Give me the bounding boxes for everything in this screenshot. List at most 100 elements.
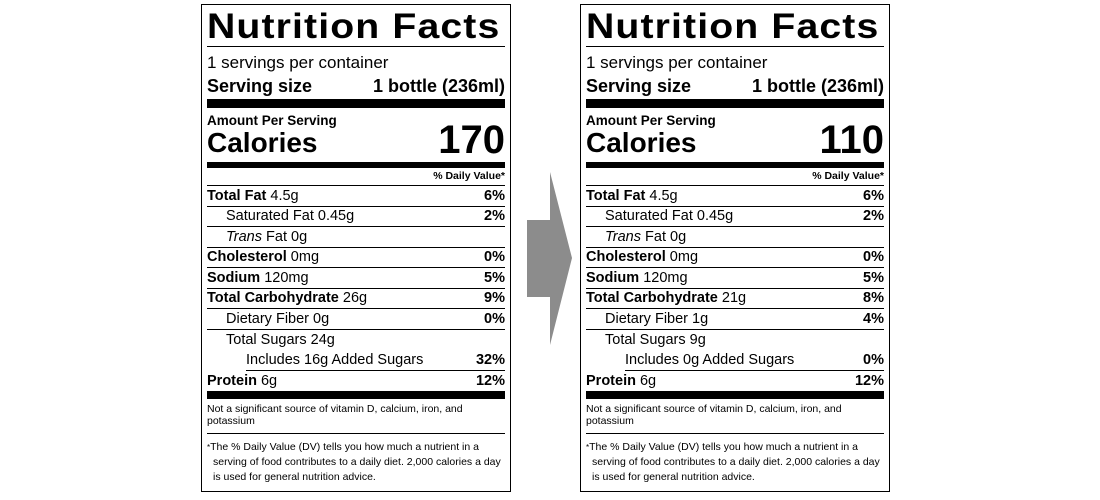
nutrient-name-italic: Trans [226, 228, 262, 245]
nutrient-dv: 0% [484, 310, 505, 327]
nutrient-name: Protein [207, 372, 257, 389]
nutrient-name: Protein [586, 372, 636, 389]
nutrient-name: Sodium [586, 269, 640, 286]
nutrient-row-dietary-fiber: Dietary Fiber 0g 0% [207, 309, 505, 330]
nutrient-amount: 0g [313, 310, 330, 327]
calories-label: Calories [207, 127, 318, 158]
right-arrow-icon [527, 172, 572, 345]
nutrient-amount: 0mg [669, 249, 699, 266]
serving-size-value: 1 bottle (236ml) [751, 76, 884, 96]
nutrient-name: Total Carbohydrate [586, 290, 718, 307]
nutrient-row-sodium: Sodium 120mg 5% [586, 268, 884, 289]
footnote-star: * [586, 443, 590, 452]
nutrient-amount: 6g [260, 372, 278, 389]
nutrient-row-total-sugars: Total Sugars 9g [586, 330, 884, 351]
nutrient-dv: 6% [863, 187, 884, 204]
calories-row: Calories 170 [207, 120, 505, 160]
nutrient-amount: 120mg [643, 269, 688, 286]
nutrient-name: Total Carbohydrate [207, 290, 339, 307]
nutrient-row-protein: Protein 6g 12% [586, 371, 884, 392]
daily-value-header: % Daily Value* [586, 168, 884, 186]
footnote-text: The % Daily Value (DV) tells you how muc… [210, 441, 501, 483]
calories-value: 110 [819, 118, 884, 162]
label-title: Nutrition Facts [207, 7, 501, 46]
nutrient-name: Total Fat [207, 187, 267, 204]
nutrient-amount: 0g [670, 228, 687, 245]
divider-medium [586, 162, 884, 168]
nutrient-dv: 2% [863, 208, 884, 225]
nutrient-row-cholesterol: Cholesterol 0mg 0% [586, 248, 884, 268]
nutrient-amount: 0g [291, 228, 308, 245]
nutrient-row-total-fat: Total Fat 4.5g 6% [207, 186, 505, 207]
nutrient-name: Includes 0g Added Sugars [625, 351, 795, 368]
calories-value: 170 [438, 118, 505, 162]
nutrient-name-italic: Trans [605, 228, 641, 245]
nutrient-row-added-sugars: Includes 0g Added Sugars 0% [625, 350, 884, 371]
servings-per-container: 1 servings per container [586, 53, 768, 72]
nutrient-row-cholesterol: Cholesterol 0mg 0% [207, 248, 505, 268]
daily-value-footnote: *The % Daily Value (DV) tells you how mu… [207, 440, 505, 485]
nutrient-row-saturated-fat: Saturated Fat 0.45g 2% [207, 207, 505, 227]
nutrient-dv: 0% [863, 249, 884, 266]
calories-label: Calories [586, 127, 697, 158]
nutrient-dv: 32% [475, 351, 505, 368]
amount-per-serving: Amount Per Serving [586, 113, 716, 128]
nutrient-name: Total Fat [586, 187, 646, 204]
nutrient-amount: 120mg [264, 269, 309, 286]
amount-per-serving: Amount Per Serving [207, 113, 337, 128]
nutrient-name: Sodium [207, 269, 261, 286]
nutrient-amount: 0mg [290, 249, 320, 266]
nutrient-row-total-sugars: Total Sugars 24g [207, 330, 505, 351]
nutrient-row-dietary-fiber: Dietary Fiber 1g 4% [586, 309, 884, 330]
nutrient-row-total-carbohydrate: Total Carbohydrate 21g 8% [586, 289, 884, 309]
nutrient-amount: 4.5g [270, 187, 299, 204]
nutrient-dv: 6% [484, 187, 505, 204]
nutrient-row-total-carbohydrate: Total Carbohydrate 26g 9% [207, 289, 505, 309]
nutrient-dv: 8% [863, 290, 884, 307]
nutrient-amount: 1g [692, 310, 709, 327]
divider-thick [586, 391, 884, 399]
nutrient-dv: 4% [863, 310, 884, 327]
label-title: Nutrition Facts [586, 7, 880, 46]
daily-value-header: % Daily Value* [207, 168, 505, 186]
nutrient-amount: 0.45g [317, 208, 355, 225]
nutrient-amount: 24g [310, 331, 335, 348]
footnote-star: * [207, 443, 211, 452]
nutrient-row-trans-fat: Trans Fat 0g [586, 227, 884, 248]
nutrient-dv: 9% [484, 290, 505, 307]
nutrient-dv: 5% [484, 269, 505, 286]
nutrient-amount: 21g [721, 290, 747, 307]
divider-medium [207, 162, 505, 168]
serving-size-label: Serving size [586, 76, 692, 96]
vitamin-note: Not a significant source of vitamin D, c… [586, 403, 884, 434]
divider-thick [207, 99, 505, 108]
nutrition-label-before: Nutrition Facts 1 servings per container… [201, 4, 511, 492]
nutrient-dv: 12% [475, 372, 505, 389]
nutrient-dv: 0% [484, 249, 505, 266]
footnote-text: The % Daily Value (DV) tells you how muc… [589, 441, 880, 483]
nutrient-amount: 9g [689, 331, 706, 348]
serving-size-label: Serving size [207, 76, 313, 96]
nutrient-name: Fat [266, 228, 287, 245]
nutrient-name: Saturated Fat [226, 208, 314, 225]
divider [207, 46, 505, 47]
nutrient-row-sodium: Sodium 120mg 5% [207, 268, 505, 289]
nutrient-row-trans-fat: Trans Fat 0g [207, 227, 505, 248]
divider-thick [586, 99, 884, 108]
nutrient-amount: 26g [342, 290, 368, 307]
serving-size-value: 1 bottle (236ml) [372, 76, 505, 96]
nutrient-name: Includes 16g Added Sugars [246, 351, 424, 368]
nutrient-row-total-fat: Total Fat 4.5g 6% [586, 186, 884, 207]
daily-value-footnote: *The % Daily Value (DV) tells you how mu… [586, 440, 884, 485]
nutrient-name: Total Sugars [226, 331, 307, 348]
nutrient-name: Dietary Fiber [605, 310, 688, 327]
nutrient-name: Fat [645, 228, 666, 245]
serving-size-row: Serving size 1 bottle (236ml) [207, 75, 505, 97]
nutrient-row-protein: Protein 6g 12% [207, 371, 505, 392]
nutrient-row-saturated-fat: Saturated Fat 0.45g 2% [586, 207, 884, 227]
nutrient-dv: 0% [863, 351, 884, 368]
nutrient-amount: 6g [639, 372, 657, 389]
serving-size-row: Serving size 1 bottle (236ml) [586, 75, 884, 97]
calories-row: Calories 110 [586, 120, 884, 160]
nutrient-name: Cholesterol [207, 249, 287, 266]
